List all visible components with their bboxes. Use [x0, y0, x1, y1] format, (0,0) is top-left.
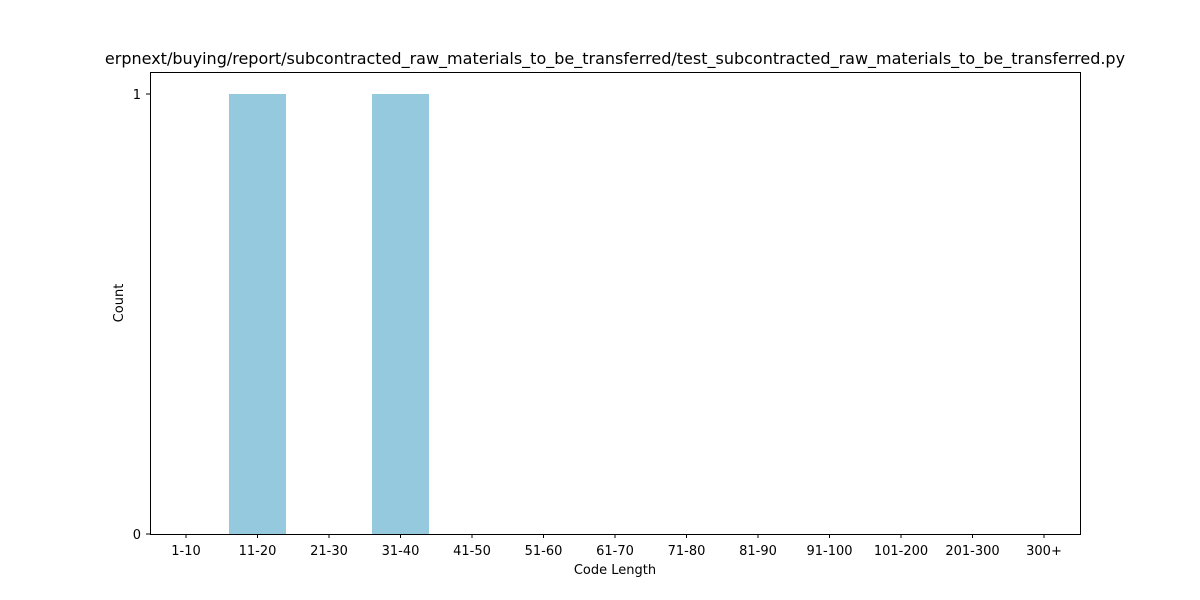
x-tick-label: 81-90	[739, 544, 777, 559]
x-tick-label: 41-50	[453, 544, 491, 559]
x-tick-label: 61-70	[596, 544, 634, 559]
bar-11-20	[229, 94, 286, 534]
x-tick-label: 91-100	[806, 544, 852, 559]
x-tick-label: 21-30	[310, 544, 348, 559]
y-axis-ticks: 01	[133, 88, 150, 543]
bars-layer	[229, 94, 429, 534]
x-tick-label: 11-20	[239, 544, 277, 559]
x-tick-label: 1-10	[171, 544, 201, 559]
x-axis-ticks: 1-10 11-20 21-30 31-40 41-50 51-60 61-70 71-80 8…	[171, 534, 1062, 559]
x-tick-label: 101-200	[874, 544, 928, 559]
x-tick-label: 31-40	[382, 544, 420, 559]
y-tick-label: 1	[133, 88, 141, 103]
y-tick-label: 0	[133, 528, 141, 543]
x-tick-label: 201-300	[945, 544, 999, 559]
x-tick-label: 51-60	[525, 544, 563, 559]
chart-title: erpnext/buying/report/subcontracted_raw_…	[105, 49, 1125, 69]
x-axis-label: Code Length	[574, 563, 656, 578]
bar-31-40	[372, 94, 429, 534]
x-tick-label: 71-80	[668, 544, 706, 559]
plot-frame	[151, 73, 1081, 535]
x-tick-label: 300+	[1026, 544, 1062, 559]
y-axis-label: Count	[112, 284, 127, 323]
